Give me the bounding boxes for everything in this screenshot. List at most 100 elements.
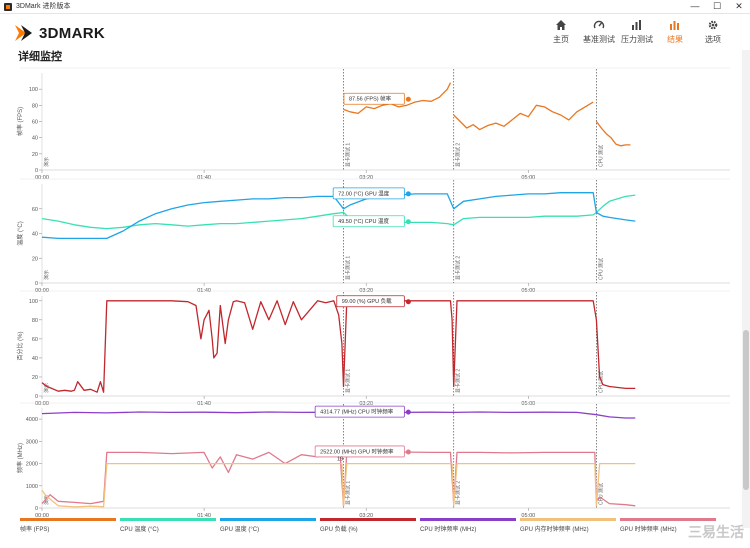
y-tick-label: 0 (35, 281, 38, 287)
section-marker-label: CPU 测试 (597, 258, 604, 280)
y-axis-label: 百分比 (%) (16, 331, 24, 360)
section-marker-label: 演示 (43, 270, 50, 280)
x-tick-label: 00:00 (35, 401, 49, 407)
y-tick-label: 80 (32, 103, 38, 109)
x-tick-label: 03:20 (359, 175, 373, 181)
value-tooltip-text: 19 (337, 457, 343, 463)
section-marker-label: 演示 (43, 383, 50, 393)
section-marker-label: 显卡测试 1 (345, 256, 352, 280)
value-tooltip-box (336, 295, 405, 308)
scrollbar-track[interactable] (742, 50, 750, 528)
legend-swatch (620, 518, 716, 521)
legend-item[interactable]: GPU 内存时钟频率 (MHz) (520, 518, 616, 540)
nav-home[interactable]: 主页 (544, 19, 578, 45)
legend-swatch (120, 518, 216, 521)
nav-stress-tests[interactable]: 压力测试 (620, 19, 654, 45)
x-tick-label: 05:00 (521, 513, 535, 519)
nav-results[interactable]: 结果 (658, 19, 692, 45)
y-tick-label: 20 (32, 375, 38, 381)
value-tooltip-text: 4314.77 (MHz) CPU 时钟频率 (320, 408, 394, 416)
value-tooltip-text: 2522.00 (MHz) GPU 时钟频率 (320, 447, 394, 455)
y-tick-label: 60 (32, 120, 38, 126)
section-marker-label: 显卡测试 2 (455, 481, 462, 505)
close-button[interactable]: ✕ (735, 1, 743, 11)
legend-label: 帧率 (FPS) (20, 527, 50, 533)
legend-label: GPU 负载 (%) (320, 527, 358, 533)
y-tick-label: 3000 (26, 439, 38, 445)
x-tick-label: 00:00 (35, 175, 49, 181)
3dmark-logo[interactable]: 3DMARK (14, 22, 105, 44)
nav-results-label: 结果 (667, 35, 683, 44)
legend-label: GPU 内存时钟频率 (MHz) (520, 527, 589, 533)
nav-options-label: 选项 (705, 35, 721, 44)
value-tooltip-text: 87.56 (FPS) 帧率 (349, 95, 392, 103)
y-axis-label: 帧率 (FPS) (16, 107, 24, 136)
legend-item[interactable]: 帧率 (FPS) (20, 518, 116, 540)
section-marker-label: 显卡测试 1 (345, 369, 352, 393)
y-tick-label: 4000 (26, 417, 38, 423)
nav-benchmarks-label: 基准测试 (583, 35, 615, 44)
nav-options[interactable]: 选项 (696, 19, 730, 45)
y-tick-label: 40 (32, 356, 38, 362)
section-marker-label: 显卡测试 2 (455, 256, 462, 280)
home-icon (556, 20, 566, 30)
section-marker-label: 显卡测试 2 (455, 143, 462, 167)
gauge-icon (593, 20, 605, 29)
legend-item[interactable]: GPU 时钟频率 (MHz) (620, 518, 716, 540)
x-tick-label: 00:00 (35, 513, 49, 519)
y-tick-label: 100 (29, 299, 38, 305)
nav-stress-tests-label: 压力测试 (621, 35, 653, 44)
value-tooltip-text: 72.00 (°C) GPU 温度 (338, 189, 390, 197)
legend-item[interactable]: CPU 时钟频率 (MHz) (420, 518, 516, 540)
x-tick-label: 03:20 (359, 513, 373, 519)
legend-label: CPU 时钟频率 (MHz) (420, 527, 477, 533)
x-tick-label: 01:40 (197, 401, 211, 407)
y-tick-label: 0 (35, 168, 38, 174)
y-tick-label: 2000 (26, 462, 38, 468)
section-marker-label: 显卡测试 1 (345, 481, 352, 505)
value-tooltip-box (343, 92, 405, 105)
scrollbar-thumb[interactable] (743, 330, 749, 490)
legend-label: GPU 时钟频率 (MHz) (620, 527, 677, 533)
series-line (41, 192, 636, 240)
x-tick-label: 05:00 (521, 401, 535, 407)
nav-benchmarks[interactable]: 基准测试 (582, 19, 616, 45)
value-marker-dot (405, 191, 411, 197)
section-marker-label: 显卡测试 1 (345, 143, 352, 167)
y-tick-label: 40 (32, 136, 38, 142)
series-line (453, 101, 594, 131)
x-tick-label: 03:20 (359, 401, 373, 407)
value-marker-dot (405, 449, 411, 455)
watermark: 三易生活 (688, 524, 744, 540)
legend-swatch (320, 518, 416, 521)
stress-chart-icon (632, 20, 641, 30)
section-marker-label: 显卡测试 2 (455, 369, 462, 393)
value-marker-dot (405, 219, 411, 225)
app-header: 3DMARK 主页 基准测试 压力测试 结果 选项 (0, 14, 750, 50)
legend-swatch (20, 518, 116, 521)
section-marker-label: 演示 (43, 157, 50, 167)
y-tick-label: 0 (35, 394, 38, 400)
legend-swatch (520, 518, 616, 521)
y-tick-label: 20 (32, 256, 38, 262)
y-axis-label: 频率 (MHz) (16, 443, 24, 473)
value-tooltip-box (332, 187, 405, 200)
legend-label: GPU 温度 (°C) (220, 527, 260, 533)
maximize-button[interactable]: ☐ (712, 1, 722, 11)
y-axis-label: 温度 (°C) (16, 221, 24, 245)
series-line (343, 82, 452, 115)
y-tick-label: 20 (32, 152, 38, 158)
results-chart-icon (670, 21, 679, 30)
gear-icon (708, 20, 718, 30)
value-tooltip-text: 49.50 (°C) CPU 温度 (338, 217, 389, 225)
value-marker-dot (405, 299, 411, 305)
legend-item[interactable]: GPU 负载 (%) (320, 518, 416, 540)
minimize-button[interactable]: — (690, 1, 700, 11)
legend-item[interactable]: CPU 温度 (°C) (120, 518, 216, 540)
y-tick-label: 80 (32, 318, 38, 324)
section-marker-label: CPU 测试 (597, 371, 604, 393)
legend-item[interactable]: GPU 温度 (°C) (220, 518, 316, 540)
nav-home-label: 主页 (553, 35, 569, 44)
value-tooltip-box (314, 445, 405, 458)
